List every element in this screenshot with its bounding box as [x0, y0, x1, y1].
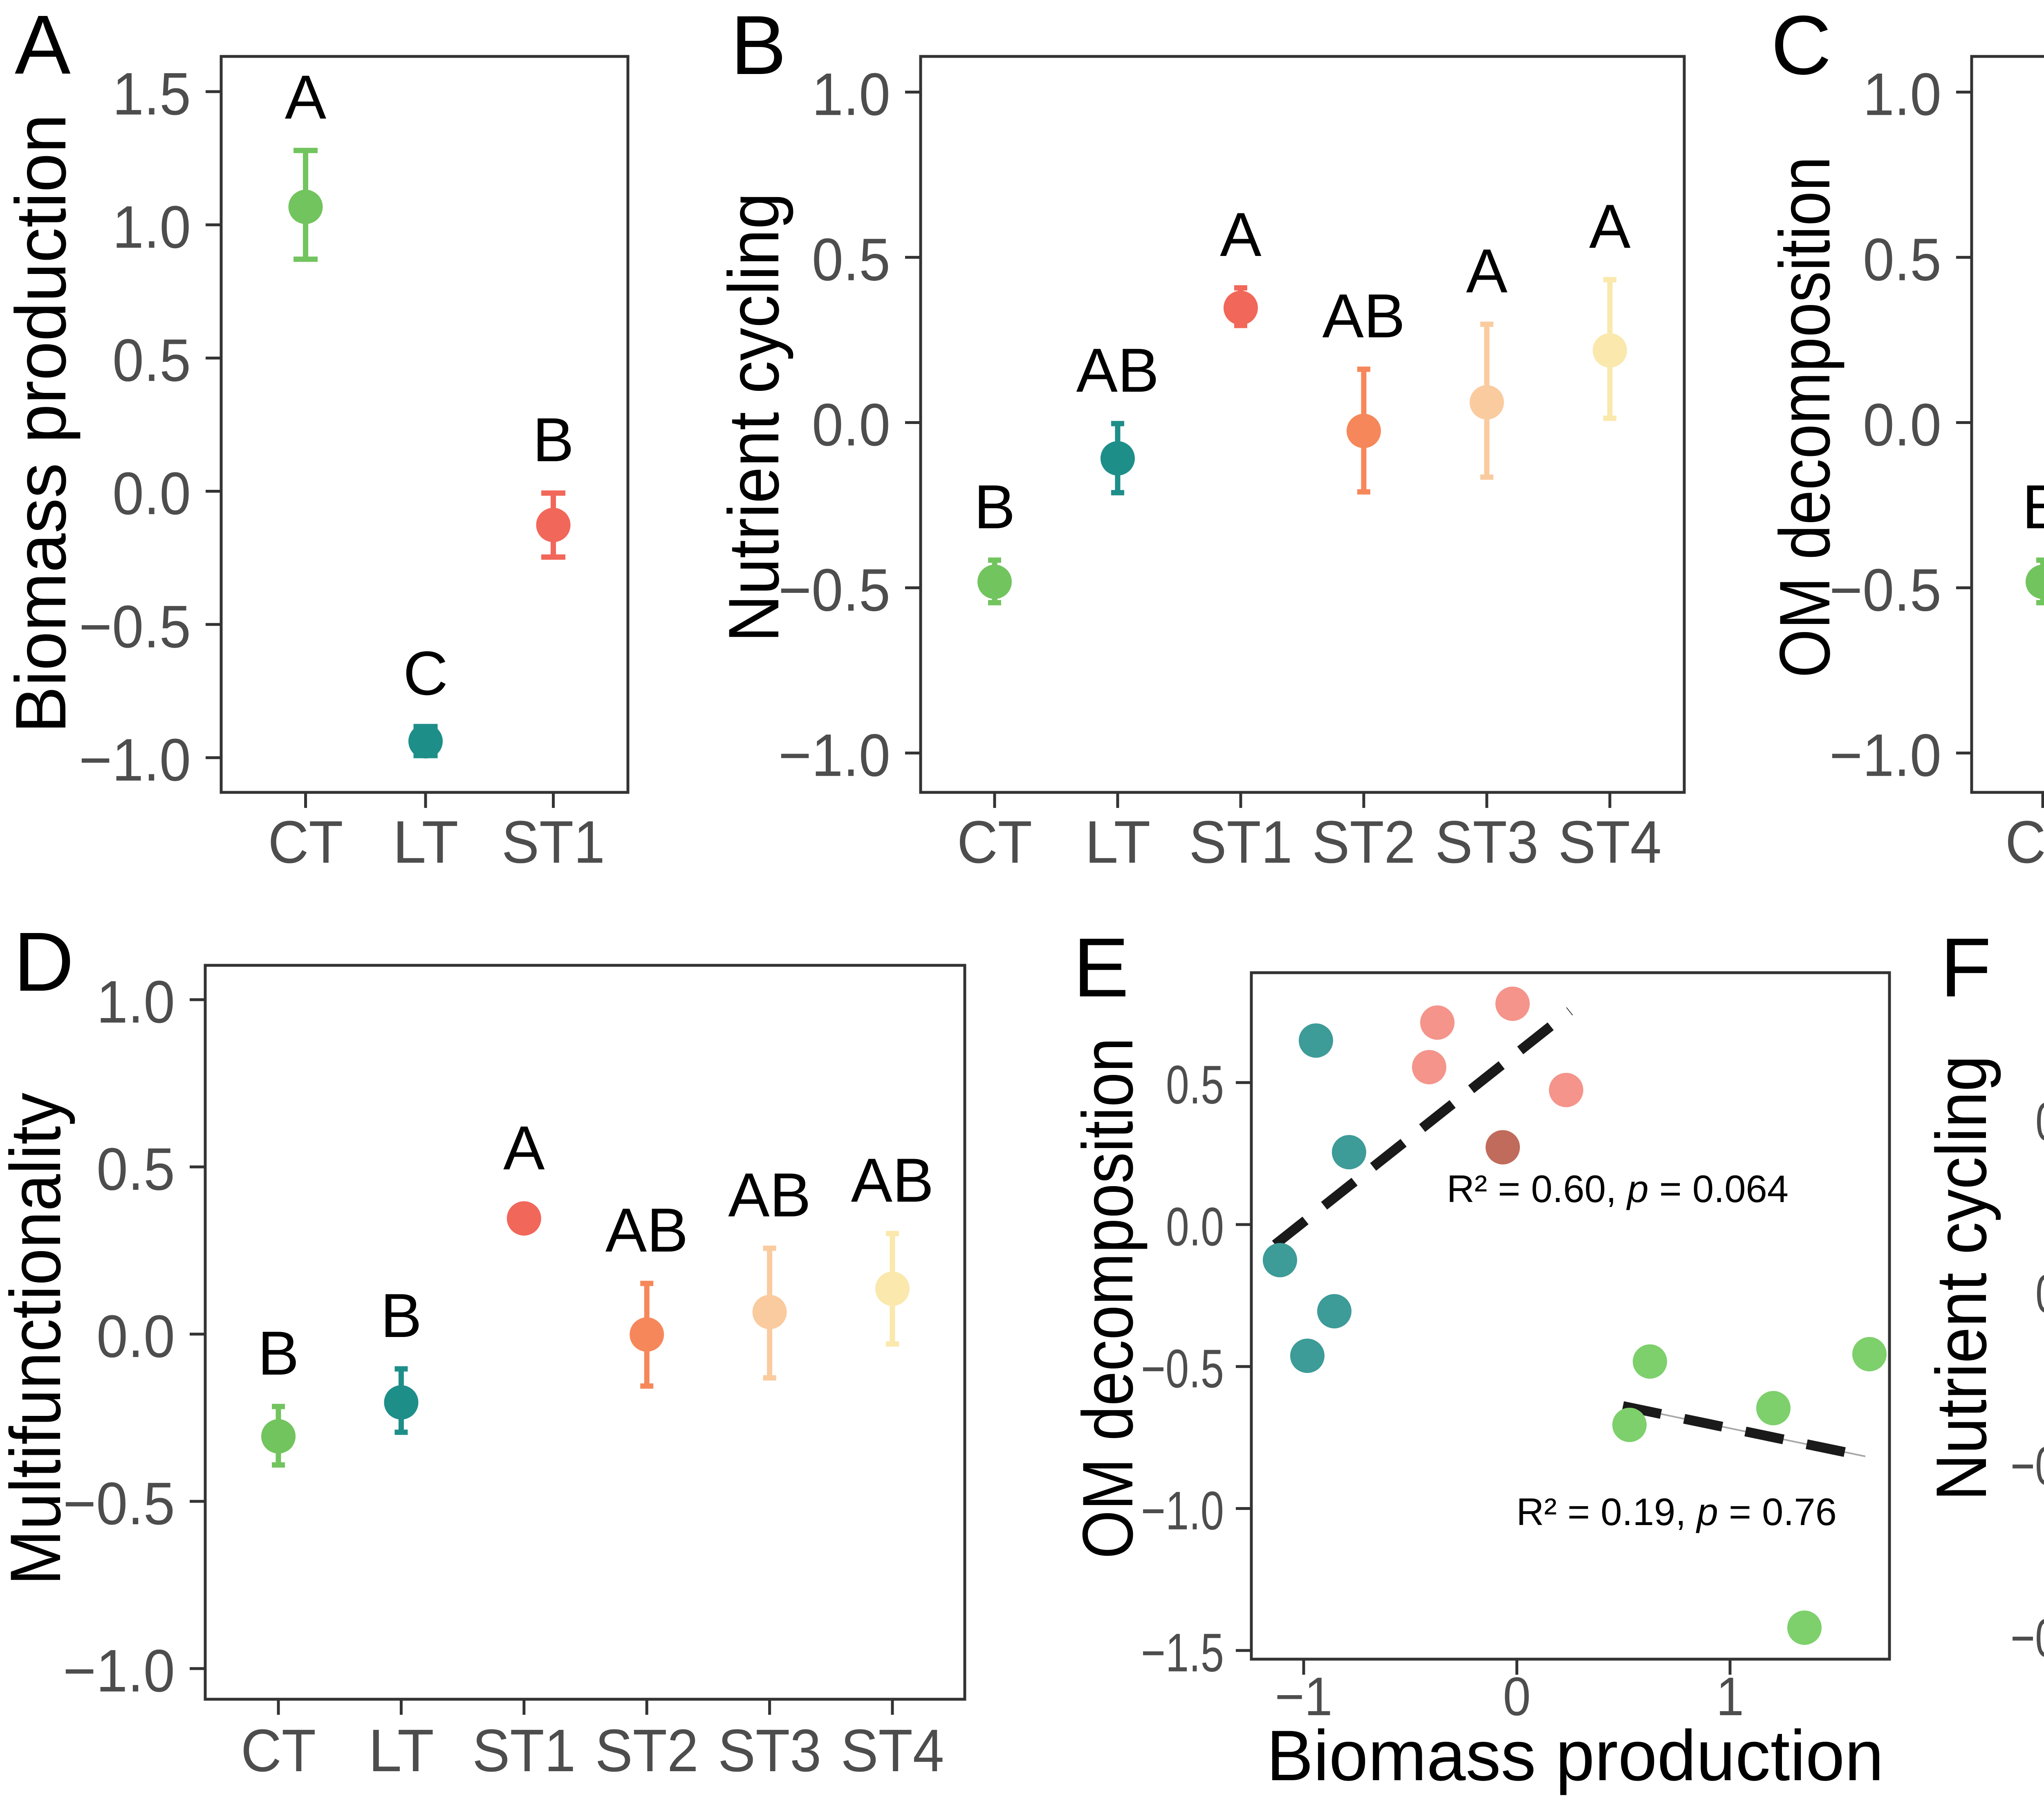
- svg-text:LT: LT: [1085, 809, 1151, 876]
- svg-text:C: C: [403, 639, 448, 708]
- svg-text:E: E: [1073, 921, 1129, 1014]
- svg-text:0.0: 0.0: [1863, 392, 1941, 459]
- svg-text:0.3: 0.3: [2035, 1092, 2044, 1152]
- svg-text:C: C: [1771, 0, 1831, 92]
- svg-text:−1.5: −1.5: [1141, 1623, 1224, 1683]
- svg-text:R² = 0.19, p = 0.76: R² = 0.19, p = 0.76: [1516, 1490, 1837, 1533]
- svg-text:0.0: 0.0: [112, 460, 191, 527]
- svg-text:−0.3: −0.3: [2010, 1436, 2044, 1496]
- svg-text:ST2: ST2: [595, 1717, 699, 1784]
- svg-text:CT: CT: [241, 1717, 316, 1784]
- svg-text:Biomass production: Biomass production: [1, 114, 81, 734]
- svg-text:ST3: ST3: [1435, 809, 1539, 876]
- svg-text:AB: AB: [1322, 281, 1405, 351]
- svg-text:CT: CT: [957, 809, 1032, 876]
- svg-text:1.5: 1.5: [112, 61, 191, 128]
- svg-text:A: A: [285, 63, 327, 132]
- svg-text:−0.5: −0.5: [79, 593, 191, 660]
- svg-text:−0.5: −0.5: [1141, 1339, 1224, 1399]
- svg-text:−0.5: −0.5: [63, 1470, 175, 1537]
- svg-text:1.0: 1.0: [1863, 61, 1941, 128]
- svg-text:A: A: [1589, 192, 1631, 261]
- svg-text:ST1: ST1: [1189, 809, 1293, 876]
- svg-text:CT: CT: [268, 809, 343, 876]
- svg-text:B: B: [2022, 472, 2044, 542]
- svg-text:1.0: 1.0: [112, 194, 191, 261]
- svg-text:0.5: 0.5: [96, 1136, 175, 1203]
- svg-text:−0.5: −0.5: [1829, 557, 1941, 624]
- svg-text:B: B: [533, 405, 574, 475]
- svg-text:−1.0: −1.0: [1141, 1481, 1224, 1541]
- svg-text:ST1: ST1: [472, 1717, 576, 1784]
- svg-text:1.0: 1.0: [96, 969, 175, 1036]
- svg-text:−1: −1: [1275, 1667, 1333, 1727]
- svg-text:ST4: ST4: [1558, 809, 1662, 876]
- svg-text:0.5: 0.5: [812, 226, 890, 293]
- svg-text:−1.0: −1.0: [63, 1637, 175, 1705]
- svg-text:Biomass production: Biomass production: [1266, 1716, 1884, 1796]
- svg-text:A: A: [1466, 236, 1508, 306]
- svg-text:0.5: 0.5: [112, 327, 191, 394]
- svg-text:ST2: ST2: [1312, 809, 1416, 876]
- svg-text:AB: AB: [605, 1196, 688, 1265]
- svg-text:Nutrient cycling: Nutrient cycling: [714, 193, 794, 642]
- svg-text:OM decomposition: OM decomposition: [1068, 1038, 1148, 1559]
- svg-text:1: 1: [1716, 1667, 1744, 1727]
- svg-text:Multifunctionality: Multifunctionality: [0, 1092, 76, 1585]
- svg-text:0.5: 0.5: [1863, 226, 1941, 293]
- svg-text:1.0: 1.0: [812, 61, 890, 128]
- svg-text:AB: AB: [851, 1146, 934, 1215]
- svg-text:0.0: 0.0: [1166, 1197, 1224, 1257]
- svg-text:−0.6: −0.6: [2010, 1608, 2044, 1669]
- svg-text:AB: AB: [728, 1160, 811, 1230]
- svg-text:0.0: 0.0: [96, 1303, 175, 1370]
- svg-text:ST1: ST1: [502, 809, 605, 876]
- svg-text:AB: AB: [1076, 336, 1159, 405]
- svg-text:−1.0: −1.0: [778, 722, 890, 789]
- svg-text:B: B: [731, 0, 787, 92]
- svg-text:−1.0: −1.0: [79, 727, 191, 794]
- svg-text:OM decomposition: OM decomposition: [1765, 157, 1845, 678]
- svg-text:−0.5: −0.5: [778, 557, 890, 624]
- svg-text:B: B: [974, 472, 1015, 542]
- svg-text:A: A: [1220, 200, 1262, 269]
- svg-text:CT: CT: [2005, 809, 2044, 876]
- svg-text:B: B: [381, 1281, 422, 1350]
- svg-text:0.5: 0.5: [1166, 1055, 1224, 1115]
- svg-text:A: A: [503, 1113, 545, 1183]
- svg-text:A: A: [15, 0, 71, 92]
- svg-text:D: D: [13, 915, 74, 1009]
- svg-text:ST4: ST4: [841, 1717, 944, 1784]
- svg-text:ST3: ST3: [718, 1717, 821, 1784]
- svg-text:B: B: [258, 1319, 299, 1388]
- svg-text:R² = 0.60, p = 0.064: R² = 0.60, p = 0.064: [1447, 1167, 1788, 1210]
- svg-text:F: F: [1940, 921, 1991, 1014]
- svg-text:−1.0: −1.0: [1829, 722, 1941, 789]
- svg-text:Nutrient cycling: Nutrient cycling: [1922, 1055, 2001, 1501]
- svg-text:0.0: 0.0: [2035, 1264, 2044, 1324]
- svg-text:0.0: 0.0: [812, 392, 890, 459]
- svg-text:LT: LT: [393, 809, 459, 876]
- svg-text:LT: LT: [368, 1717, 434, 1784]
- svg-text:0: 0: [1503, 1667, 1531, 1727]
